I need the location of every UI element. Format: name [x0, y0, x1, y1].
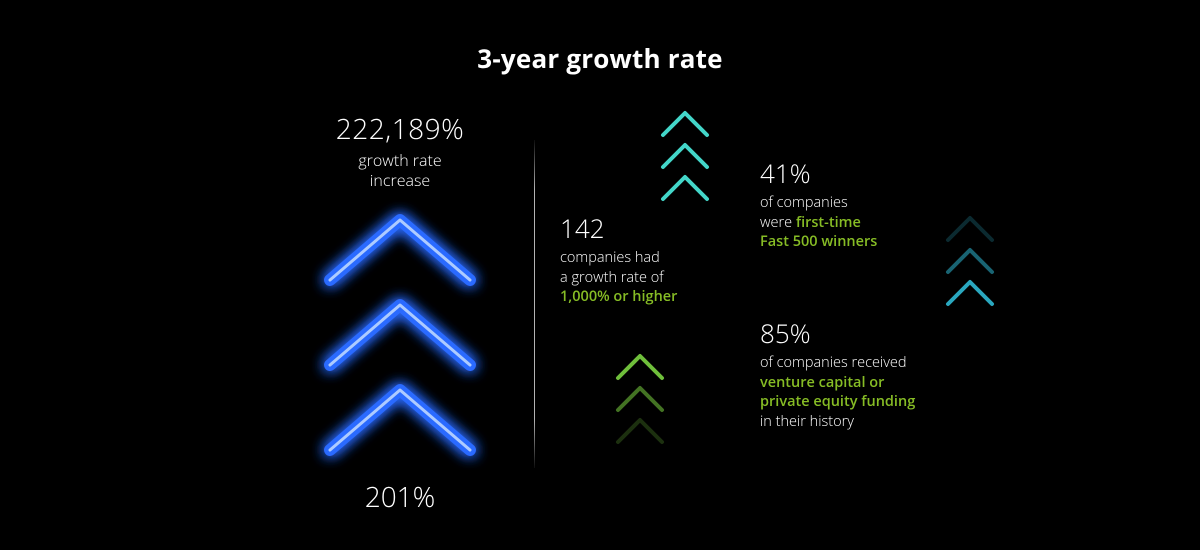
- right-top-value: 41%: [760, 155, 940, 191]
- right-bottom-line2-highlight: venture capital or: [760, 373, 884, 392]
- mid-text: companies had a growth rate of 1,000% or…: [560, 248, 730, 307]
- left-top-label: growth rate increase: [290, 150, 510, 190]
- right-top-line2-plain: were: [760, 213, 796, 232]
- right-top-stat-block: 41% of companies were first-time Fast 50…: [760, 155, 940, 252]
- right-bottom-line4: in their history: [760, 412, 854, 431]
- right-bottom-line3-highlight: private equity funding: [760, 392, 915, 411]
- right-bottom-value: 85%: [760, 315, 970, 351]
- mid-line2: a growth rate of: [560, 268, 664, 287]
- left-stat-block: 222,189% growth rate increase: [290, 110, 510, 190]
- mid-line1: companies had: [560, 248, 660, 267]
- right-bottom-stat-block: 85% of companies received venture capita…: [760, 315, 970, 431]
- left-top-value: 222,189%: [290, 110, 510, 148]
- left-bottom-value: 201%: [290, 478, 510, 516]
- right-bottom-line1: of companies received: [760, 353, 906, 372]
- right-top-line2-highlight: first-time: [796, 213, 861, 232]
- right-top-line3-highlight: Fast 500 winners: [760, 232, 877, 251]
- mid-value: 142: [560, 210, 730, 246]
- vertical-divider: [534, 140, 535, 468]
- left-top-label-line2: increase: [370, 169, 430, 191]
- chevron-up-large-icon: [310, 200, 490, 470]
- right-top-text: of companies were first-time Fast 500 wi…: [760, 193, 940, 252]
- mid-stat-block: 142 companies had a growth rate of 1,000…: [560, 210, 730, 307]
- chevron-up-small-cyan-icon: [940, 210, 1000, 320]
- right-bottom-text: of companies received venture capital or…: [760, 353, 970, 431]
- page-title: 3-year growth rate: [0, 40, 1200, 76]
- chevron-up-small-teal-icon: [655, 105, 715, 215]
- left-top-label-line1: growth rate: [358, 149, 441, 171]
- mid-highlight: 1,000% or higher: [560, 287, 677, 306]
- chevron-up-small-green-icon: [610, 348, 670, 458]
- right-top-line1: of companies: [760, 193, 848, 212]
